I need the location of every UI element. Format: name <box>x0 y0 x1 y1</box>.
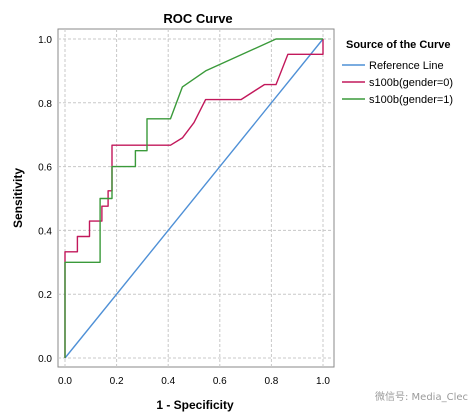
x-tick-label: 0.4 <box>161 376 175 387</box>
y-tick-label: 1.0 <box>38 35 52 46</box>
grid <box>58 29 334 367</box>
y-tick-label: 0.6 <box>38 163 52 174</box>
x-tick-label: 0.8 <box>264 376 278 387</box>
series-line-1 <box>64 38 324 359</box>
y-tick-label: 0.4 <box>38 226 52 237</box>
y-axis-label: Sensitivity <box>11 168 25 228</box>
legend-title: Source of the Curve <box>346 39 451 51</box>
watermark-text: 微信号: Media_Clec <box>375 390 468 403</box>
y-tick-label: 0.8 <box>38 99 52 110</box>
x-tick-label: 0.2 <box>110 376 124 387</box>
axis-ticks: 0.0 0.0 0.2 0.2 0.4 0.4 0.6 0.6 0.8 0.8 1.0 1.0 <box>38 35 330 387</box>
series-lines <box>64 38 324 359</box>
series-line-3 <box>64 38 323 358</box>
x-axis-label: 1 - Specificity <box>156 398 234 412</box>
y-tick-label: 0.0 <box>38 354 52 365</box>
chart-title: ROC Curve <box>163 11 232 26</box>
legend-entry-label: s100b(gender=1) <box>369 94 453 106</box>
x-tick-label: 1.0 <box>316 376 330 387</box>
y-tick-label: 0.2 <box>38 290 52 301</box>
legend-entry-label: s100b(gender=0) <box>369 77 453 89</box>
x-tick-label: 0.6 <box>213 376 227 387</box>
legend-entry-label: Reference Line <box>369 60 444 72</box>
x-tick-label: 0.0 <box>58 376 72 387</box>
legend: Reference Line s100b(gender=0) s100b(gende… <box>342 60 453 106</box>
